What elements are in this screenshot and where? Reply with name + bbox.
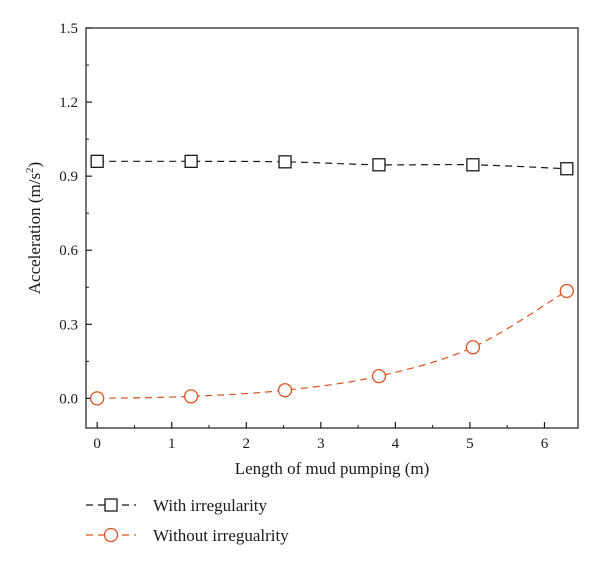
series-layer <box>90 154 574 406</box>
y-axis-title-close: ) <box>25 162 44 168</box>
x-tick-label: 6 <box>541 436 549 452</box>
y-axis-title-main: Acceleration (m/s <box>25 173 44 294</box>
legend-marker-square <box>104 498 118 512</box>
y-tick-label: 1.5 <box>59 21 78 37</box>
y-tick-label: 0.3 <box>59 317 78 333</box>
y-tick-label: 1.2 <box>59 95 78 111</box>
data-point-circle <box>277 383 293 398</box>
data-point-circle <box>371 368 387 384</box>
series-line-0 <box>97 160 567 170</box>
data-point-square <box>466 158 480 172</box>
legend: With irregularity Without irregualrity <box>86 496 289 545</box>
data-point-square <box>90 154 104 168</box>
data-point-square <box>278 155 292 169</box>
y-axis-title-superscript: 2 <box>24 167 36 173</box>
data-point-circle <box>465 340 481 355</box>
data-point-square <box>560 162 574 176</box>
x-tick-label: 3 <box>317 436 325 452</box>
x-tick-label: 0 <box>93 436 101 452</box>
legend-label-without-irregularity: Without irregualrity <box>153 526 289 545</box>
legend-entry-with-irregularity: With irregularity <box>86 496 268 515</box>
data-point-circle <box>90 391 105 406</box>
y-axis: 0.0 0.3 0.6 0.9 1.2 1.5 <box>59 21 92 407</box>
x-tick-label: 4 <box>392 436 400 452</box>
data-point-square <box>372 158 386 172</box>
legend-entry-without-irregularity: Without irregualrity <box>86 526 289 545</box>
y-tick-label: 0.9 <box>59 169 78 185</box>
data-point-circle <box>183 389 199 404</box>
x-tick-label: 5 <box>466 436 474 452</box>
plot-frame <box>85 27 579 429</box>
y-axis-title: Acceleration (m/s2) <box>24 162 44 294</box>
legend-marker-circle <box>103 527 119 543</box>
series-line-1 <box>97 290 568 399</box>
x-tick-label: 1 <box>168 436 176 452</box>
y-tick-label: 0.6 <box>59 243 78 259</box>
data-point-circle <box>559 283 574 299</box>
x-axis: 0 1 2 3 4 5 6 <box>93 422 549 452</box>
x-axis-title: Length of mud pumping (m) <box>235 459 430 478</box>
y-tick-label: 0.0 <box>59 391 78 407</box>
x-tick-label: 2 <box>243 436 251 452</box>
legend-label-with-irregularity: With irregularity <box>153 496 268 515</box>
data-point-square <box>184 154 198 168</box>
